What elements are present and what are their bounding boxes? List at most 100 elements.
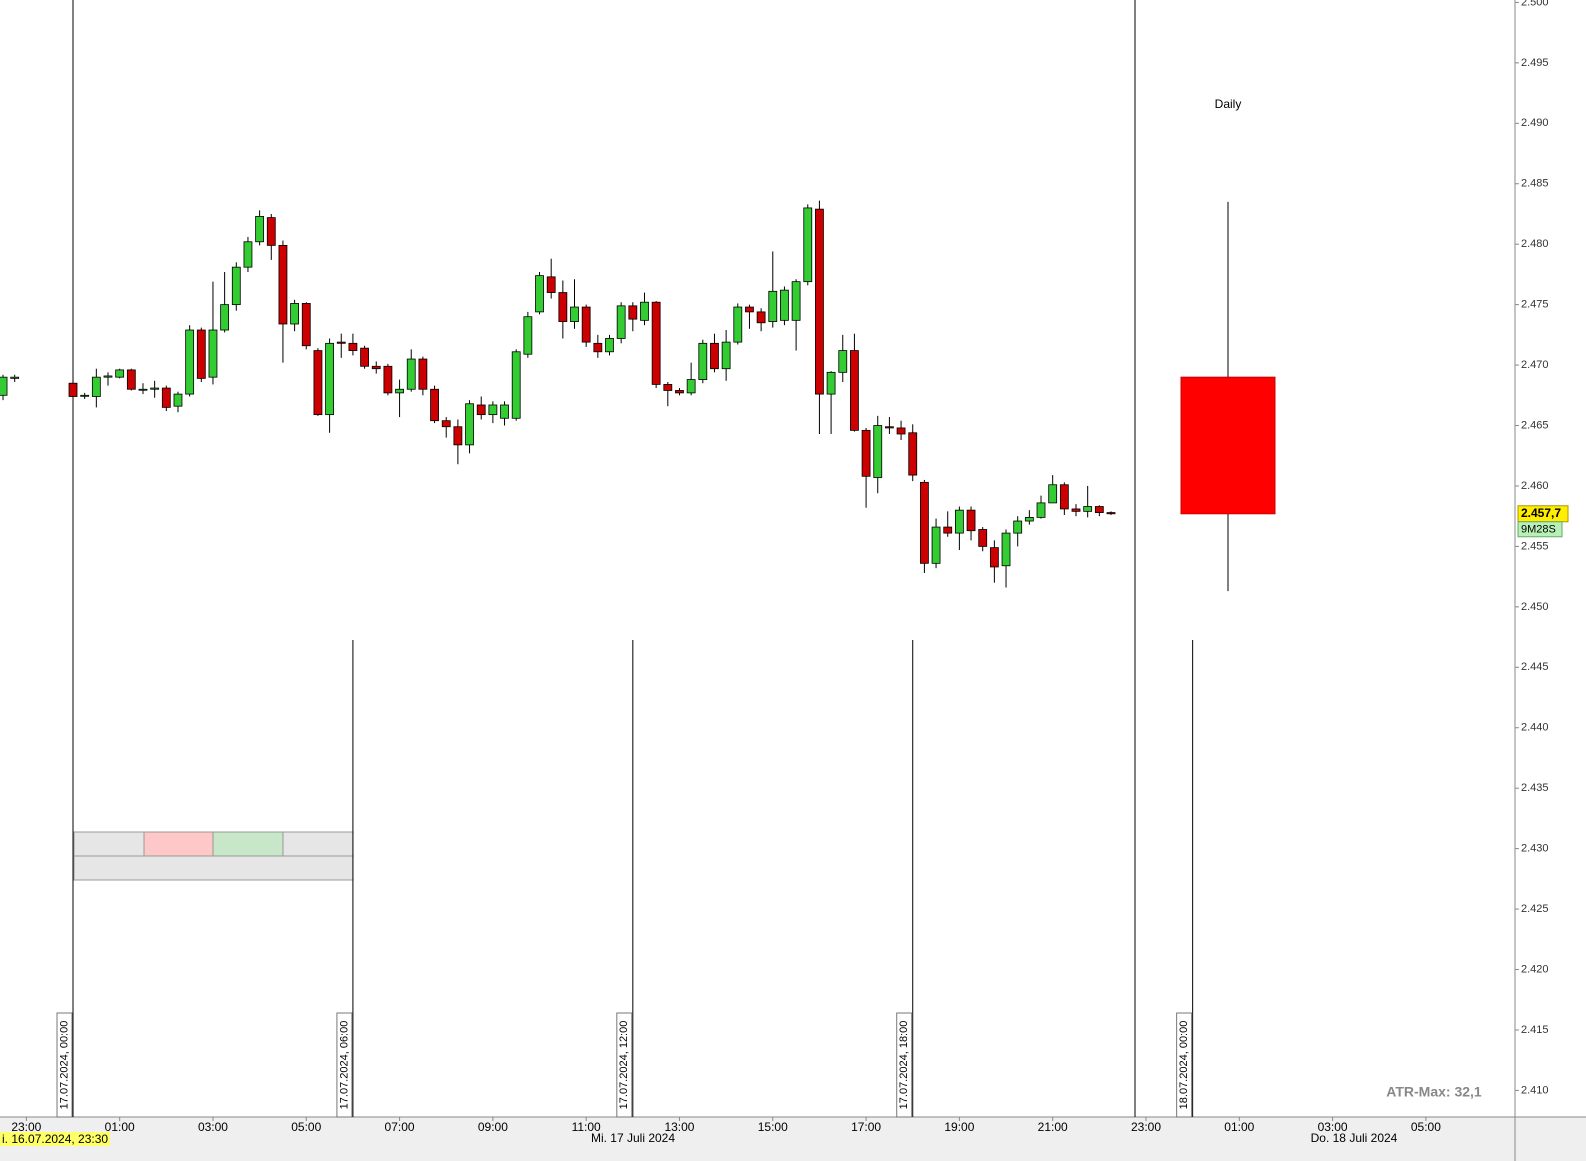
y-tick-label: 2.490 [1521, 117, 1549, 129]
candle-body [745, 306, 754, 313]
x-tick-label: 11:00 [572, 1120, 601, 1134]
candle-body [640, 301, 649, 321]
y-tick-label: 2.475 [1521, 299, 1549, 311]
candle-body [873, 425, 883, 478]
candle-body [1048, 484, 1058, 504]
candle-body [535, 275, 544, 313]
y-tick-label: 2.450 [1521, 601, 1549, 613]
x-tick-label: 13:00 [664, 1120, 694, 1134]
candle-body [1036, 502, 1046, 518]
candle-body [173, 393, 183, 407]
candle-body [570, 306, 579, 322]
candle-body [908, 432, 918, 476]
x-tick-label: 21:00 [1038, 1120, 1068, 1134]
candle-body [698, 342, 708, 380]
separator-label-box [616, 1012, 633, 1118]
candle-body [943, 526, 953, 534]
cursor-date: i. 16.07.2024, 23:30 [2, 1132, 108, 1146]
y-tick-label: 2.460 [1521, 480, 1549, 492]
candle-body [208, 329, 218, 378]
candle-body [476, 404, 486, 416]
x-tick-label: 05:00 [1411, 1120, 1441, 1134]
candle-body [1013, 520, 1023, 534]
candle-body [791, 281, 801, 321]
candle-body [1083, 506, 1093, 512]
candle-body [710, 342, 719, 370]
candle-body [441, 420, 451, 428]
candle-body [196, 329, 206, 379]
timer-box [1517, 521, 1563, 538]
candle-body [406, 358, 416, 390]
candle-body [1106, 512, 1116, 515]
candle-body [511, 351, 521, 419]
candle-body [395, 388, 404, 394]
candle-body [850, 350, 859, 431]
candle-body [954, 509, 964, 534]
candle-body [266, 217, 276, 246]
candle-body [383, 365, 393, 394]
candle-body [896, 427, 906, 435]
info-widget [73, 831, 354, 881]
daily-body [1180, 376, 1276, 515]
time-axis-bg [0, 1117, 1586, 1161]
y-tick-label: 2.425 [1521, 903, 1549, 915]
separator-label-box [896, 1012, 913, 1118]
candle-body [756, 311, 766, 324]
x-tick-label: 03:00 [1318, 1120, 1348, 1134]
candle-body [0, 376, 8, 396]
y-tick-label: 2.470 [1521, 359, 1549, 371]
candle-body [1059, 484, 1069, 510]
candle-body [68, 382, 78, 397]
separator-label-box [56, 1012, 73, 1118]
candle-body [371, 365, 381, 370]
x-tick-label: 07:00 [385, 1120, 415, 1134]
candle-body [651, 301, 661, 385]
candle-body [301, 303, 311, 347]
candle-body [826, 371, 836, 395]
candle-body [453, 426, 463, 446]
widget-row [73, 855, 354, 881]
x-tick-label: 01:00 [105, 1120, 135, 1134]
candle-body [161, 387, 171, 408]
separator-label: 18.07.2024, 00:00 [1178, 1021, 1190, 1110]
y-tick-label: 2.500 [1521, 0, 1549, 8]
y-tick-label: 2.485 [1521, 178, 1549, 190]
candle-body [885, 426, 894, 429]
separator-label: 17.07.2024, 18:00 [898, 1021, 910, 1110]
candle-body [80, 394, 90, 397]
candle-body [733, 306, 743, 343]
candle-body [1094, 506, 1104, 513]
candle-body [628, 305, 638, 320]
candle-body [115, 369, 125, 378]
candle-body [546, 276, 556, 293]
candle-body [1071, 508, 1081, 512]
candle-body [558, 292, 568, 322]
candle-body [278, 245, 288, 325]
candle-body [768, 290, 778, 322]
x-tick-label: 01:00 [1224, 1120, 1254, 1134]
candle-body [325, 342, 334, 416]
y-tick-label: 2.415 [1521, 1024, 1549, 1036]
separator-label-box [1176, 1012, 1193, 1118]
last-price-label: 2.457,7 [1521, 506, 1561, 520]
candle-body [336, 341, 346, 344]
candle-body [418, 358, 428, 390]
candle-body [605, 338, 614, 353]
candle-body [616, 305, 626, 339]
candle-body [126, 369, 136, 390]
widget-cell [143, 831, 214, 857]
candle-body [721, 341, 731, 370]
candle-body [500, 404, 509, 419]
x-tick-label: 23:00 [1131, 1120, 1161, 1134]
y-tick-label: 2.420 [1521, 963, 1549, 975]
cursor-date-bg [0, 1132, 110, 1146]
candle-body [185, 329, 195, 395]
widget-cell [212, 831, 284, 857]
x-tick-label: 15:00 [758, 1120, 788, 1134]
candle-body [243, 241, 253, 268]
candle-body [978, 529, 988, 547]
candle-body [815, 208, 824, 395]
candle-body [581, 306, 591, 343]
candle-body [138, 388, 148, 391]
